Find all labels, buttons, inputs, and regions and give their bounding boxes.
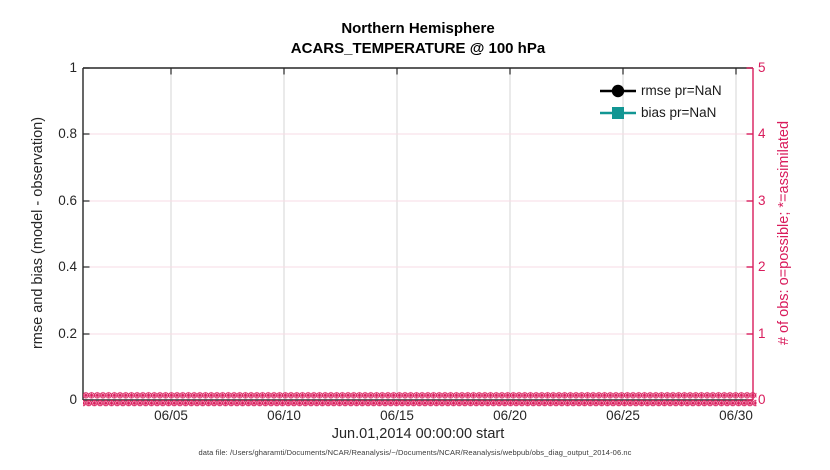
right-tick-2: 2 [758, 259, 766, 274]
chart-title-line1: Northern Hemisphere [341, 20, 495, 37]
x-tick-0630: 06/30 [719, 408, 753, 423]
x-tick-0625: 06/25 [606, 408, 640, 423]
rmse-circle-icon [611, 84, 625, 98]
left-tick-0.2: 0.2 [58, 326, 77, 341]
horizontal-gridlines [83, 133, 753, 335]
x-tick-0620: 06/20 [493, 408, 527, 423]
x-axis-label: Jun.01,2014 00:00:00 start [331, 426, 505, 442]
chart-title-line2: ACARS_TEMPERATURE @ 100 hPa [290, 40, 546, 57]
bias-square-icon [612, 107, 624, 119]
data-file-path: data file: /Users/gharamti/Documents/NCA… [198, 448, 632, 457]
right-tick-0: 0 [758, 392, 766, 407]
right-axis-pink [746, 67, 754, 401]
legend-marker-bias [600, 107, 636, 119]
chart-title: Northern Hemisphere ACARS_TEMPERATURE @ … [83, 19, 753, 59]
x-tick-0615: 06/15 [380, 408, 414, 423]
legend-label-bias: bias pr=NaN [641, 105, 717, 120]
x-tick-0610: 06/10 [267, 408, 301, 423]
left-tick-0.8: 0.8 [58, 126, 77, 141]
legend-marker-rmse [600, 84, 636, 98]
legend-label-rmse: rmse pr=NaN [641, 83, 722, 98]
x-tick-0605: 06/05 [154, 408, 188, 423]
left-tick-1: 1 [69, 60, 77, 75]
right-tick-3: 3 [758, 193, 766, 208]
left-tick-0.6: 0.6 [58, 193, 77, 208]
right-tick-1: 1 [758, 326, 766, 341]
dark-tick-marks [83, 67, 737, 401]
obs-count-markers-band [83, 391, 757, 408]
left-tick-0: 0 [69, 392, 77, 407]
right-tick-5: 5 [758, 60, 766, 75]
right-tick-4: 4 [758, 126, 766, 141]
left-y-axis-label: rmse and bias (model - observation) [30, 116, 46, 350]
vertical-gridlines [170, 68, 737, 400]
left-tick-0.4: 0.4 [58, 259, 77, 274]
right-y-axis-label: # of obs: o=possible; *=assimilated [776, 120, 792, 346]
